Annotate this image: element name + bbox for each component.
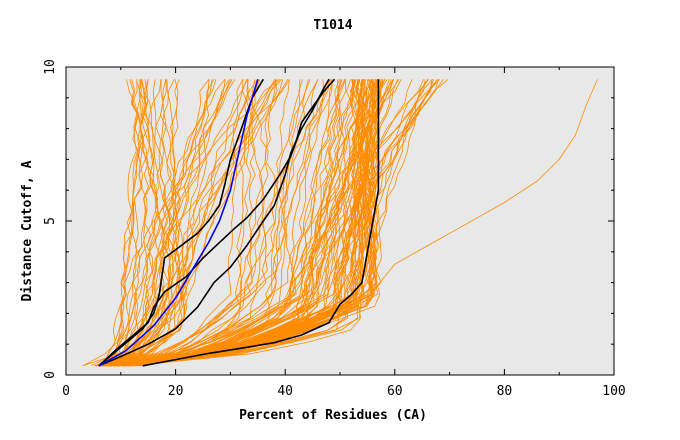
series-black-3 <box>98 78 336 367</box>
model-curve <box>113 79 149 366</box>
orange-curve-bundle <box>82 78 598 367</box>
series-black-2 <box>98 78 330 367</box>
x-axis-label: Percent of Residues (CA) <box>239 408 427 423</box>
series-blue-1 <box>98 79 259 367</box>
model-curve <box>97 79 233 367</box>
model-curve <box>126 79 244 367</box>
x-tick-label: 60 <box>387 384 403 399</box>
model-curve <box>109 79 355 367</box>
model-curve <box>106 79 259 367</box>
model-curve <box>100 79 210 367</box>
model-curve <box>105 79 309 367</box>
model-curve <box>113 79 369 367</box>
model-curve <box>117 79 379 367</box>
model-curve <box>107 79 150 367</box>
axes <box>65 66 615 376</box>
x-tick-label: 0 <box>62 384 70 399</box>
model-curve <box>132 79 291 367</box>
model-curve <box>123 79 277 367</box>
model-curve <box>122 79 343 367</box>
model-curve <box>119 79 355 367</box>
model-curve <box>103 78 281 366</box>
model-curve <box>103 79 372 367</box>
model-curve <box>117 79 377 367</box>
model-curve <box>95 79 183 367</box>
x-tick-label: 100 <box>602 384 625 399</box>
model-curve <box>130 79 278 367</box>
y-tick-label: 5 <box>43 217 58 225</box>
model-curve <box>121 79 175 367</box>
model-curve <box>121 79 346 367</box>
series-black-4 <box>98 78 264 367</box>
model-curve <box>108 79 438 367</box>
model-curve <box>111 79 165 367</box>
model-curve <box>110 79 248 367</box>
model-curve <box>97 79 324 367</box>
model-curve <box>94 79 210 367</box>
model-curve <box>132 79 377 367</box>
x-tick-label: 40 <box>277 384 293 399</box>
highlighted-curves <box>98 78 380 367</box>
model-curve <box>117 79 303 367</box>
model-curve <box>127 79 373 367</box>
x-tick-label: 20 <box>168 384 184 399</box>
model-curve <box>100 79 290 367</box>
x-tick-label: 80 <box>497 384 513 399</box>
model-curve <box>119 79 226 367</box>
model-curve <box>82 79 142 367</box>
model-curve <box>91 79 167 367</box>
y-tick-label: 10 <box>43 59 58 75</box>
model-curve <box>106 79 180 367</box>
series-black-1 <box>142 79 380 367</box>
model-curve <box>130 79 429 367</box>
model-curve <box>133 79 360 367</box>
y-tick-label: 0 <box>43 371 58 379</box>
model-curve <box>119 79 330 367</box>
model-curve <box>109 79 381 367</box>
model-curve <box>134 79 385 367</box>
chart-title: T1014 <box>313 18 352 33</box>
model-curve <box>107 79 341 367</box>
model-curve <box>106 79 331 367</box>
model-curve <box>98 79 333 367</box>
model-curve <box>367 79 598 299</box>
model-curve <box>112 79 333 367</box>
model-curve <box>82 79 261 367</box>
model-curve <box>109 79 433 367</box>
model-curve <box>112 79 350 367</box>
model-curve <box>119 79 366 367</box>
model-curve <box>105 79 248 367</box>
model-curve <box>120 79 256 367</box>
y-axis-label: Distance Cutoff, A <box>20 160 35 301</box>
model-curve <box>98 79 278 367</box>
